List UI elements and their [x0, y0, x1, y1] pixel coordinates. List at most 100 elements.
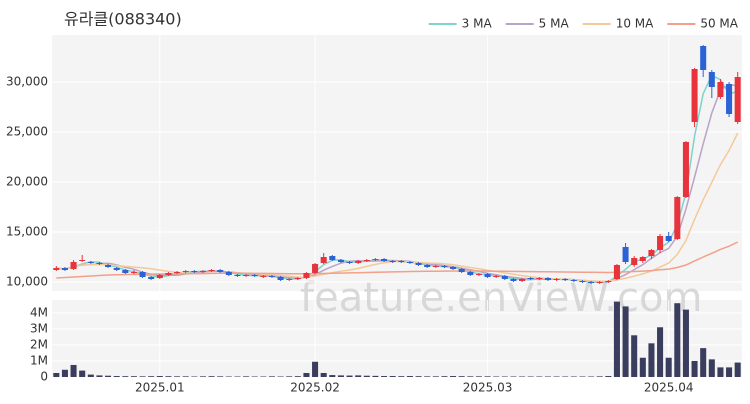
candle-body [243, 275, 249, 276]
candle-body [536, 278, 542, 279]
candle-body [209, 270, 215, 271]
volume-bar [53, 373, 59, 377]
volume-bar [209, 376, 215, 377]
candle-body [157, 275, 163, 278]
volume-bar [467, 376, 473, 377]
volume-bar [217, 376, 223, 377]
price-panel [52, 35, 742, 291]
volume-bar [657, 327, 663, 377]
candle-body [312, 264, 318, 273]
candle-body [485, 274, 491, 277]
candle-body [62, 268, 68, 270]
volume-bar [700, 348, 706, 377]
candle-body [605, 281, 611, 282]
volume-bar [666, 358, 672, 377]
candle-body [286, 279, 292, 280]
candle-body [381, 259, 387, 261]
volume-bar [140, 376, 146, 377]
volume-bar [726, 367, 732, 377]
candle-body [502, 276, 508, 279]
candle-body [424, 265, 430, 267]
volume-bar [476, 376, 482, 377]
candle-body [735, 77, 741, 122]
candle-body [648, 250, 654, 256]
volume-bar [174, 376, 180, 377]
candle-body [252, 275, 258, 276]
volume-bar [243, 376, 249, 377]
candle-body [398, 261, 404, 262]
volume-bar [96, 375, 102, 377]
x-tick-label: 2025.02 [290, 381, 340, 395]
candle-body [467, 272, 473, 275]
volume-bar [709, 359, 715, 377]
candle-body [700, 46, 706, 70]
candle-body [140, 272, 146, 277]
volume-bar [286, 376, 292, 377]
candle-body [329, 256, 335, 260]
volume-bar [148, 376, 154, 377]
candle-body [545, 278, 551, 280]
volume-bar [165, 376, 171, 377]
volume-bar [597, 376, 603, 377]
y-tick-label: 0 [40, 370, 48, 384]
candle-body [726, 84, 732, 114]
candle-body [53, 268, 59, 270]
candle-body [347, 262, 353, 263]
volume-bar [648, 343, 654, 377]
volume-bar [485, 376, 491, 377]
candle-body [510, 279, 516, 281]
candle-body [476, 274, 482, 275]
volume-bar [717, 367, 723, 377]
candle-body [122, 270, 128, 273]
volume-bar [321, 373, 327, 377]
candle-body [321, 257, 327, 263]
candle-body [79, 260, 85, 261]
candle-body [278, 277, 284, 280]
volume-bar [381, 376, 387, 377]
volume-bar [735, 363, 741, 377]
candle-body [692, 69, 698, 122]
chart-title: 유라클(088340) [64, 10, 182, 29]
volume-bar [459, 376, 465, 377]
candle-body [519, 279, 525, 281]
candle-body [355, 261, 361, 263]
volume-bar [674, 303, 680, 377]
candle-body [88, 262, 94, 263]
candle-body [441, 266, 447, 267]
volume-bar [157, 376, 163, 377]
y-tick-label: 2M [30, 337, 48, 351]
volume-bar [122, 376, 128, 377]
candle-body [174, 272, 180, 273]
x-tick-label: 2025.01 [135, 381, 185, 395]
volume-bar [295, 376, 301, 377]
y-tick-label: 10,000 [6, 275, 48, 289]
candle-body [131, 272, 137, 273]
volume-bar [441, 376, 447, 377]
candle-body [459, 269, 465, 272]
candle-body [588, 282, 594, 283]
legend-label: 3 MA [462, 17, 493, 31]
legend-label: 5 MA [539, 17, 570, 31]
volume-bar [183, 376, 189, 377]
candle-body [666, 236, 672, 241]
candle-body [623, 247, 629, 262]
candle-body [148, 277, 154, 279]
volume-bar [303, 373, 309, 377]
candle-body [433, 266, 439, 267]
volume-bar [329, 375, 335, 377]
volume-bar [131, 376, 137, 377]
legend-label: 50 MA [700, 17, 738, 31]
candle-body [416, 263, 422, 265]
x-tick-label: 2025.04 [644, 381, 694, 395]
candle-body [450, 267, 456, 269]
candle-body [191, 271, 197, 272]
candle-body [269, 276, 275, 277]
candle-body [372, 259, 378, 260]
volume-bar [640, 358, 646, 377]
volume-bar [605, 376, 611, 377]
candle-body [105, 265, 111, 267]
candle-body [614, 265, 620, 279]
volume-bar [355, 375, 361, 377]
